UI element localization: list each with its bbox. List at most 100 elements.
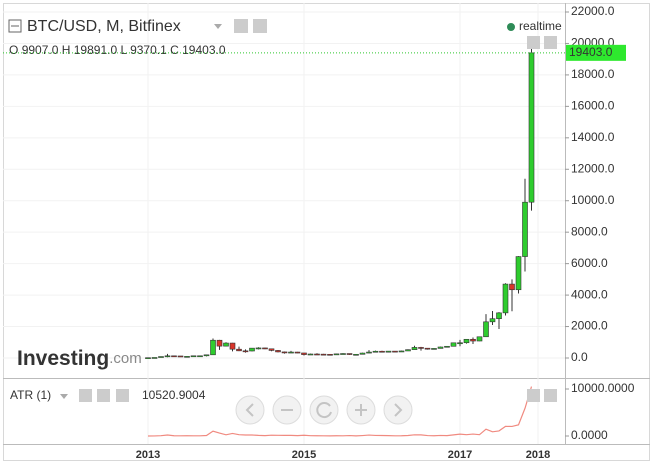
candle-body bbox=[197, 355, 203, 358]
candle-body bbox=[528, 52, 535, 203]
candle-body bbox=[203, 354, 210, 357]
scroll-left[interactable] bbox=[235, 395, 265, 425]
candle-body bbox=[346, 353, 353, 355]
eye-icon[interactable] bbox=[234, 19, 248, 33]
glyph bbox=[245, 403, 254, 417]
candle-body bbox=[515, 256, 522, 291]
candle-body bbox=[145, 357, 151, 359]
candle-body bbox=[431, 348, 437, 350]
candle-body bbox=[151, 357, 158, 359]
indicator-tick-label: 10000.0000 bbox=[571, 381, 635, 395]
candle-body bbox=[288, 351, 294, 354]
candle-body bbox=[164, 355, 171, 358]
y-tick-label: 6000.0 bbox=[571, 256, 608, 270]
scroll-right[interactable] bbox=[383, 395, 413, 425]
ohlc-key: H bbox=[62, 43, 71, 57]
candle-body bbox=[190, 355, 197, 358]
candle-body bbox=[424, 347, 431, 350]
eye-icon[interactable] bbox=[79, 389, 92, 402]
candle-body bbox=[301, 352, 307, 355]
candle-body bbox=[457, 342, 463, 345]
candle-body bbox=[437, 346, 444, 349]
symbol: BTC/USD, M, Bitfinex bbox=[27, 18, 181, 35]
candle-body bbox=[483, 321, 489, 338]
ohlc-value: 9370.1 bbox=[130, 43, 167, 57]
candle-body bbox=[320, 353, 327, 356]
close-icon[interactable] bbox=[116, 389, 129, 402]
panel-button[interactable] bbox=[544, 36, 557, 49]
candle-body bbox=[249, 347, 255, 352]
ohlc-value: 9907.0 bbox=[22, 43, 59, 57]
y-tick-label: 12000.0 bbox=[571, 161, 615, 175]
grid bbox=[3, 3, 569, 444]
candle-body bbox=[379, 350, 385, 353]
x-tick-label: 2017 bbox=[448, 449, 472, 461]
candle-body bbox=[268, 348, 275, 351]
ohlc-value: 19891.0 bbox=[74, 43, 118, 57]
panel-button[interactable] bbox=[527, 36, 540, 49]
candle-body bbox=[372, 350, 379, 353]
candle-body bbox=[411, 347, 418, 350]
candle-body bbox=[294, 351, 301, 354]
panel-button[interactable] bbox=[527, 389, 540, 402]
indicator-value: 10520.9004 bbox=[142, 388, 206, 402]
candle-body bbox=[509, 283, 515, 291]
candle-body bbox=[463, 338, 470, 344]
y-tick-label: 8000.0 bbox=[571, 224, 608, 238]
settings-icon[interactable] bbox=[97, 389, 110, 402]
ohlc-key: C bbox=[170, 43, 179, 57]
candle-body bbox=[262, 347, 268, 350]
candle-body bbox=[314, 353, 320, 356]
ohlc-key: O bbox=[9, 43, 18, 57]
candle-body bbox=[236, 348, 242, 352]
settings-icon[interactable] bbox=[253, 19, 267, 33]
glyph bbox=[394, 403, 403, 417]
y-tick-label: 18000.0 bbox=[571, 67, 615, 81]
ohlc-key: L bbox=[120, 43, 127, 57]
candle-body bbox=[353, 353, 359, 356]
logo: Investing.com bbox=[17, 347, 142, 370]
logo-main: Investing bbox=[17, 347, 109, 370]
y-tick-label: 22000.0 bbox=[571, 4, 615, 18]
candle-body bbox=[242, 350, 249, 353]
glyph bbox=[316, 402, 332, 419]
candle-body bbox=[281, 351, 288, 354]
collapse-icon[interactable] bbox=[8, 19, 22, 33]
y-tick-label: 0.0 bbox=[571, 350, 588, 364]
candle-body bbox=[392, 350, 398, 353]
candle-body bbox=[522, 201, 528, 257]
y-tick-label: 2000.0 bbox=[571, 319, 608, 333]
reset[interactable] bbox=[309, 395, 339, 425]
candle-body bbox=[444, 345, 450, 348]
x-tick-label: 2018 bbox=[526, 449, 550, 461]
candle-body bbox=[366, 351, 372, 354]
candle-body bbox=[184, 356, 190, 358]
candle-body bbox=[229, 342, 236, 350]
nav-glyphs bbox=[245, 402, 403, 419]
y-tick-label: 16000.0 bbox=[571, 99, 615, 113]
candle-body bbox=[223, 342, 229, 347]
ohlc-value: 19403.0 bbox=[182, 43, 226, 57]
logo-suffix: .com bbox=[109, 350, 142, 367]
realtime-dot bbox=[507, 23, 515, 31]
candle-body bbox=[418, 347, 424, 349]
y-tick-label: 14000.0 bbox=[571, 130, 615, 144]
panel-button[interactable] bbox=[544, 389, 557, 402]
candle-body bbox=[210, 339, 216, 356]
ohlc-line: O 9907.0 H 19891.0 L 9370.1 C 19403.0 bbox=[9, 43, 226, 57]
candle-body bbox=[216, 339, 223, 347]
candle-body bbox=[502, 283, 509, 314]
dropdown-arrow[interactable] bbox=[60, 394, 68, 399]
indicator-tick-label: 0.0000 bbox=[571, 428, 608, 442]
candle-body bbox=[255, 347, 262, 350]
candle-body bbox=[327, 353, 333, 356]
indicator-name: ATR (1) bbox=[10, 388, 51, 402]
candle-body bbox=[177, 355, 184, 358]
candle-body bbox=[158, 356, 164, 358]
candle-body bbox=[398, 350, 405, 353]
candle-body bbox=[275, 350, 281, 353]
candle-body bbox=[496, 312, 502, 319]
candle-body bbox=[470, 338, 476, 342]
realtime-label: realtime bbox=[519, 19, 562, 33]
dropdown-arrow[interactable] bbox=[214, 24, 222, 29]
